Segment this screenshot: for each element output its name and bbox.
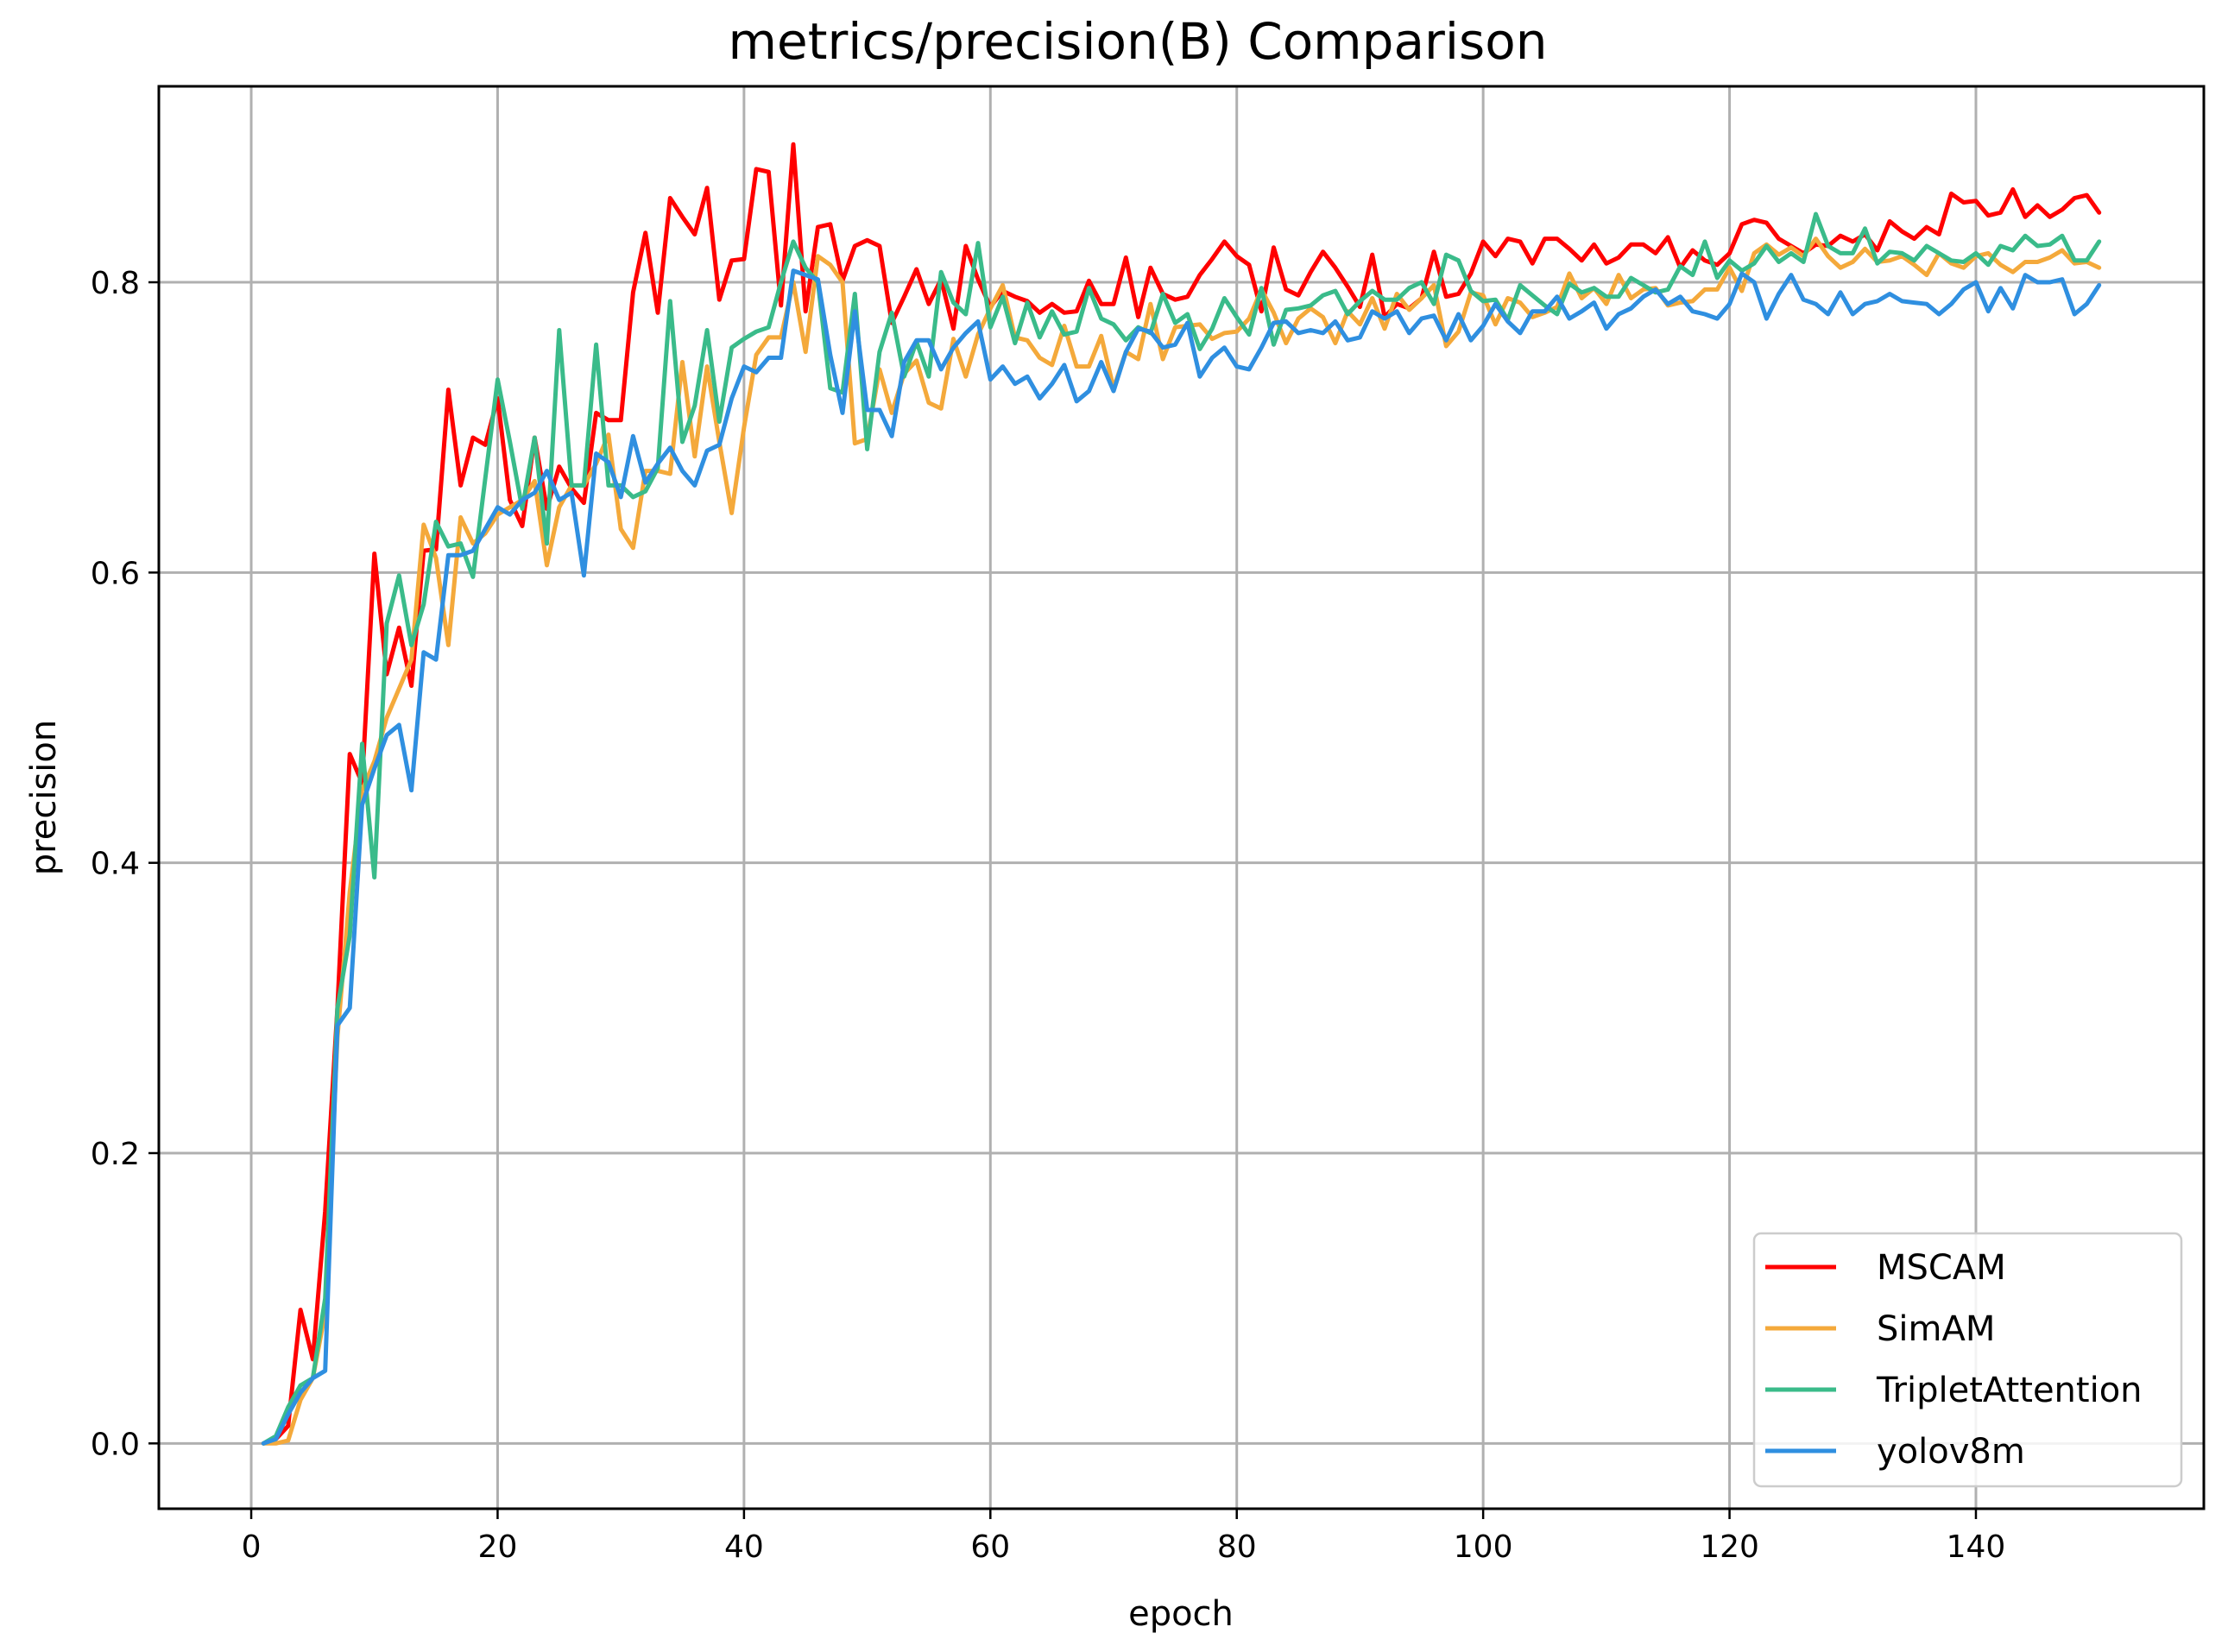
ticks-layer: 0 20 40 60 80 100 120 140 0.0 0.2 0.4 0.6 0.8	[91, 266, 2006, 1565]
y-tick-label: 0.4	[91, 847, 140, 882]
y-tick-label: 0.2	[91, 1137, 140, 1172]
series-line-yolov8m	[261, 268, 2102, 1446]
series-layer	[261, 142, 2102, 1446]
x-tick-label: 120	[1700, 1529, 1759, 1565]
y-tick-label: 0.0	[91, 1427, 140, 1462]
x-tick-label: 100	[1454, 1529, 1513, 1565]
legend-items: MSCAM SimAM TripletAttention yolov8m	[1765, 1248, 2143, 1472]
legend: MSCAM SimAM TripletAttention yolov8m	[1752, 1232, 2183, 1488]
y-tick-label: 0.6	[91, 556, 140, 591]
x-tick-label: 20	[478, 1529, 518, 1565]
x-axis-label: epoch	[1128, 1594, 1234, 1634]
x-tick-label: 80	[1217, 1529, 1257, 1565]
chart-title: metrics/precision(B) Comparison	[729, 12, 1548, 71]
series-line-simam	[261, 236, 2102, 1446]
x-tick-label: 140	[1947, 1529, 2006, 1565]
legend-label-yolov8m: yolov8m	[1877, 1432, 2025, 1472]
legend-box	[1752, 1232, 2183, 1488]
y-tick-label: 0.8	[91, 266, 140, 301]
legend-label-mscam: MSCAM	[1877, 1248, 2006, 1288]
grid-layer	[159, 86, 2204, 1509]
x-tick-label: 0	[242, 1529, 262, 1565]
legend-label-simam: SimAM	[1877, 1309, 1995, 1349]
y-axis-label: precision	[24, 720, 64, 875]
series-line-tripletattention	[261, 211, 2102, 1446]
legend-label-tripletattention: TripletAttention	[1876, 1371, 2143, 1410]
x-tick-label: 60	[970, 1529, 1010, 1565]
plot-area-frame	[157, 85, 2206, 1510]
x-tick-label: 40	[724, 1529, 764, 1565]
